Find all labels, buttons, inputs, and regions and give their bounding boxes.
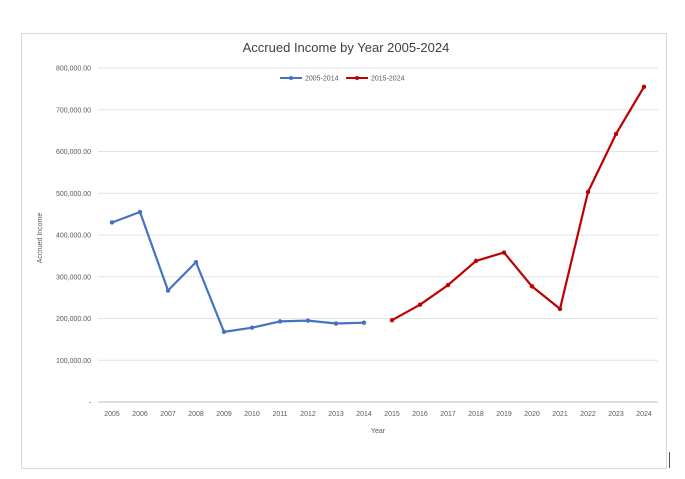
data-point [585,189,591,195]
x-tick-label: 2021 [552,411,568,418]
series-line [111,210,365,333]
gridlines [98,67,658,403]
data-point [333,321,339,326]
x-tick-label: 2013 [328,411,344,418]
x-tick-label: 2020 [524,411,540,418]
data-point [137,209,143,215]
x-tick-label: 2018 [468,411,484,418]
chart-area [21,33,667,469]
series-line [391,86,645,322]
data-point [221,329,227,335]
series-layer [109,84,647,335]
y-tick-label: 600,000.00 [56,149,91,156]
x-tick-label: 2016 [412,411,428,418]
x-tick-label: 2019 [496,411,512,418]
legend-label: 2005-2014 [305,76,339,83]
data-point [165,288,171,293]
chart-title: Accrued Income by Year 2005-2024 [243,40,450,55]
x-axis-label: Year [371,428,386,435]
x-tick-label: 2022 [580,411,596,418]
y-tick-label: 800,000.00 [56,66,91,73]
x-tick-label: 2005 [104,411,120,418]
y-axis-label: Accrued Income [37,213,44,264]
x-tick-label: 2023 [608,411,624,418]
y-tick-label: 300,000.00 [56,274,91,281]
x-tick-label: 2014 [356,411,372,418]
legend-label: 2015-2024 [371,76,405,83]
x-tick-label: 2006 [132,411,148,418]
data-point [305,318,311,323]
data-point [417,302,423,307]
x-tick-label: 2008 [188,411,204,418]
data-point [557,306,563,312]
data-point [249,325,255,330]
legend: 2005-2014 2015-2024 [280,76,405,83]
data-point [389,317,395,323]
data-point [109,220,115,225]
y-tick-label: 700,000.00 [56,107,91,114]
x-axis-ticks: 2005 2006 2007 2008 2009 2010 2011 2012 2013 2014… [104,411,652,418]
legend-marker [355,76,359,80]
x-tick-label: 2010 [244,411,260,418]
y-tick-label: 200,000.00 [56,316,91,323]
y-tick-label: - [89,400,92,407]
data-point [641,84,647,89]
y-tick-label: 500,000.00 [56,191,91,198]
data-point [445,282,451,288]
data-point [473,258,479,264]
data-point [613,131,619,137]
x-tick-label: 2011 [272,411,287,418]
edge-mark [669,452,670,468]
data-point [193,259,199,265]
x-tick-label: 2017 [440,411,456,418]
x-tick-label: 2007 [160,411,176,418]
legend-marker [289,76,293,80]
x-tick-label: 2015 [384,411,400,418]
data-point [529,284,535,289]
y-tick-label: 400,000.00 [56,233,91,240]
data-point [361,320,367,325]
x-tick-label: 2024 [636,411,652,418]
y-tick-label: 100,000.00 [56,358,91,365]
x-tick-label: 2012 [300,411,316,418]
x-tick-label: 2009 [216,411,232,418]
y-axis-ticks: - 100,000.00 200,000.00 300,000.00 400,000.0… [56,66,92,407]
data-point [277,319,283,324]
data-point [501,250,507,255]
